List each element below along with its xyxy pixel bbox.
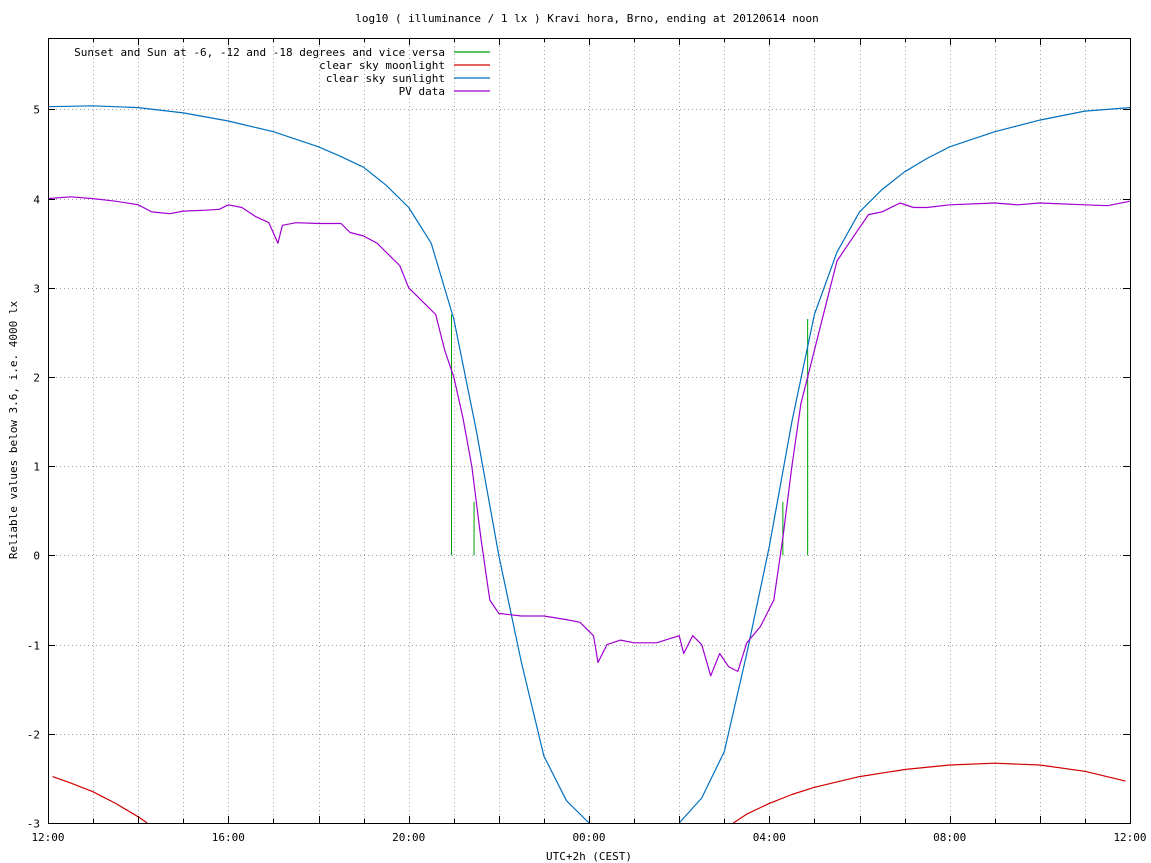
y-tick-label: -3 xyxy=(27,818,40,831)
y-tick-label: 1 xyxy=(33,461,40,474)
x-tick-label: 12:00 xyxy=(31,831,64,844)
x-tick-label: 12:00 xyxy=(1113,831,1146,844)
grid xyxy=(48,38,1130,823)
pv-data-line xyxy=(47,196,1131,677)
legend-label: PV data xyxy=(399,85,445,98)
chart-title: log10 ( illuminance / 1 lx ) Kravi hora,… xyxy=(355,12,819,25)
legend-label: Sunset and Sun at -6, -12 and -18 degree… xyxy=(74,46,445,59)
y-tick-label: 3 xyxy=(33,283,40,296)
y-tick-label: 2 xyxy=(33,372,40,385)
x-axis: 12:00 16:00 20:00 00:00 04:00 08:00 12:00 xyxy=(31,38,1147,844)
x-axis-label: UTC+2h (CEST) xyxy=(546,850,632,863)
x-tick-label: 04:00 xyxy=(753,831,786,844)
x-tick-label: 08:00 xyxy=(933,831,966,844)
legend: Sunset and Sun at -6, -12 and -18 degree… xyxy=(74,46,490,98)
y-tick-label: 5 xyxy=(33,104,40,117)
x-tick-label: 16:00 xyxy=(212,831,245,844)
clear-sky-sunlight-line xyxy=(47,105,1131,824)
x-tick-label: 00:00 xyxy=(572,831,605,844)
legend-label: clear sky sunlight xyxy=(326,72,445,85)
y-tick-label: -2 xyxy=(27,729,40,742)
clear-sky-moonlight-line xyxy=(52,762,1126,824)
plot-series xyxy=(47,105,1131,824)
y-tick-label: 0 xyxy=(33,550,40,563)
legend-label: clear sky moonlight xyxy=(319,59,445,72)
y-axis-label: Reliable values below 3.6, i.e. 4000 lx xyxy=(7,300,20,559)
x-tick-label: 20:00 xyxy=(392,831,425,844)
y-tick-label: -1 xyxy=(27,640,40,653)
y-axis: 5 4 3 2 1 0 -1 -2 -3 xyxy=(27,104,1130,831)
y-tick-label: 4 xyxy=(33,194,40,207)
